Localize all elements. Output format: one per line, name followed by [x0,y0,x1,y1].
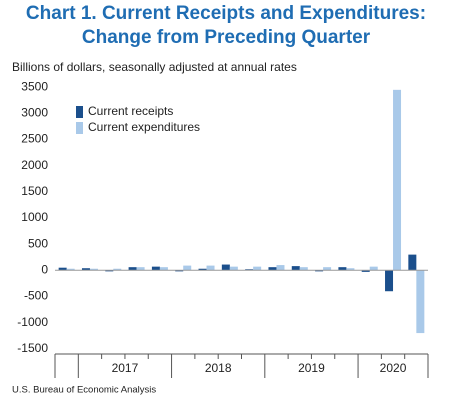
bar [221,264,230,271]
bar [229,266,238,271]
bar [408,254,417,271]
y-tick-label: 2500 [21,132,48,146]
bar [128,267,137,271]
y-tick-label: -500 [24,289,48,303]
y-tick-label: 3000 [21,106,48,120]
legend-label: Current expenditures [88,120,200,134]
bar [151,266,160,271]
year-label: 2018 [205,361,232,375]
bar [105,270,114,272]
bar [299,267,308,271]
bar [338,267,347,271]
year-label: 2019 [298,361,325,375]
y-tick-label: 0 [41,262,48,276]
chart-title: Chart 1. Current Receipts and Expenditur… [26,3,426,24]
bar [159,267,168,271]
bar [385,270,394,292]
bar [206,265,215,271]
bar [323,267,332,271]
bar [66,268,75,271]
bar [361,270,370,272]
bar [81,268,90,271]
bar [245,269,254,271]
legend-swatch [76,106,83,118]
y-tick-label: 1500 [21,184,48,198]
y-tick-label: 500 [28,236,48,250]
y-tick-label: -1000 [17,315,48,329]
bar [113,268,122,271]
bar [393,89,402,271]
bar [276,265,285,271]
y-tick-label: 2000 [21,158,48,172]
y-axis-label: Billions of dollars, seasonally adjusted… [12,60,297,74]
bar [136,267,145,271]
bar [268,267,277,271]
bar [89,268,98,271]
chart-subtitle: Change from Preceding Quarter [82,27,371,48]
bar [315,270,324,272]
bar [291,266,300,271]
source: U.S. Bureau of Economic Analysis [12,385,156,396]
year-label: 2017 [112,361,139,375]
legend-label: Current receipts [88,104,173,118]
bar [183,265,192,271]
bar [58,267,67,271]
y-tick-label: 3500 [21,79,48,93]
bar [346,268,355,271]
bar [198,268,207,271]
bar [416,270,425,334]
bar [369,266,378,271]
year-label: 2020 [380,361,407,375]
y-tick-label: 1000 [21,210,48,224]
bar [253,266,262,271]
y-tick-label: -1500 [17,341,48,355]
bar [175,270,184,272]
legend-swatch [76,122,83,134]
